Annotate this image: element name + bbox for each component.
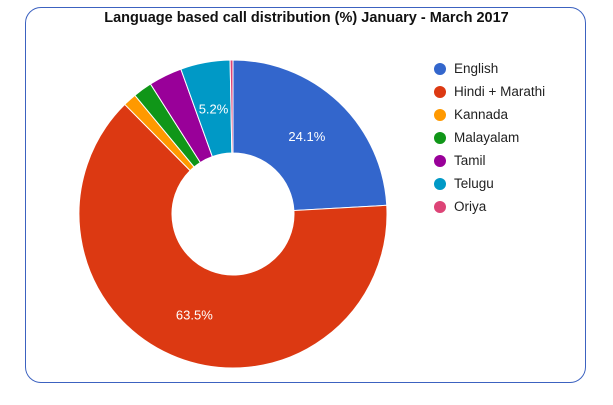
legend-label: Malayalam — [454, 130, 520, 145]
legend-item: Hindi + Marathi — [434, 80, 545, 103]
legend-label: Telugu — [454, 176, 494, 191]
legend-swatch — [434, 62, 446, 75]
legend-item: Kannada — [434, 103, 545, 126]
legend-item: Malayalam — [434, 126, 545, 149]
legend-label: Oriya — [454, 199, 487, 214]
legend-label: Hindi + Marathi — [454, 84, 546, 99]
chart-title: Language based call distribution (%) Jan… — [104, 10, 509, 26]
legend-item: Telugu — [434, 172, 545, 195]
legend-item: English — [434, 57, 545, 80]
legend-swatch — [434, 177, 446, 190]
legend-item: Oriya — [434, 195, 545, 218]
legend-label: Kannada — [454, 107, 509, 122]
slice-hindi-marathi — [78, 103, 388, 369]
slice-english — [232, 59, 388, 212]
slice-value-label: 63.5% — [176, 307, 213, 322]
legend-swatch — [434, 154, 446, 167]
legend-label: Tamil — [454, 153, 486, 168]
legend-swatch — [434, 131, 446, 144]
slice-value-label: 24.1% — [288, 129, 325, 144]
slice-value-label: 5.2% — [199, 101, 229, 116]
legend-item: Tamil — [434, 149, 545, 172]
legend-label: English — [454, 61, 499, 76]
slice-oriya — [229, 59, 234, 154]
legend-swatch — [434, 85, 446, 98]
legend-swatch — [434, 200, 446, 213]
chart-legend: English Hindi + Marathi Kannada Malayala… — [434, 57, 545, 218]
legend-swatch — [434, 108, 446, 121]
